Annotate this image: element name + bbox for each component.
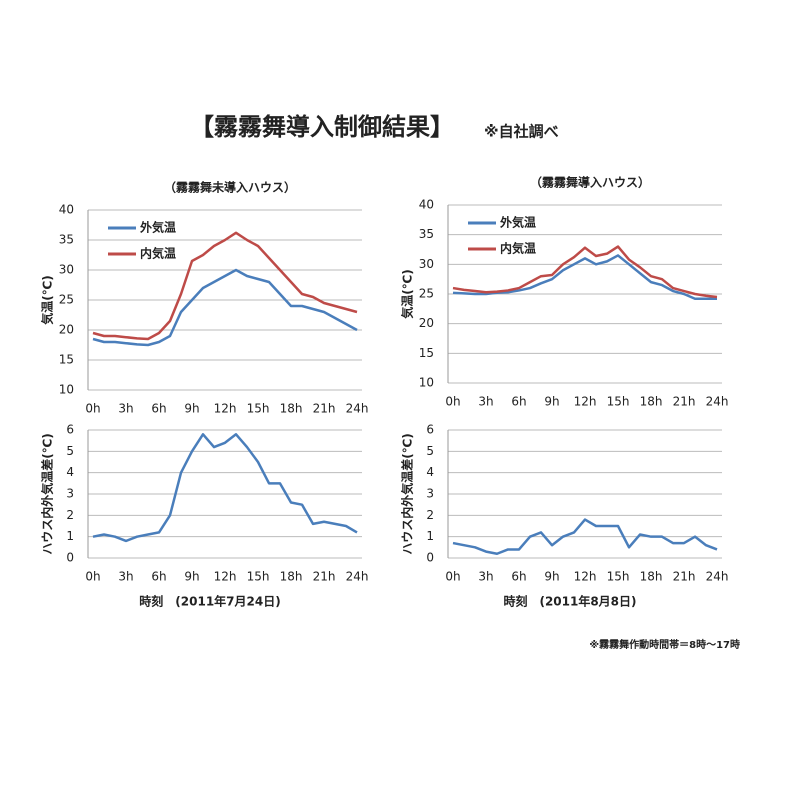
legend-label: 外気温: [500, 215, 536, 230]
y-tick-label: 20: [419, 316, 434, 330]
x-tick-label: 24h: [706, 395, 729, 409]
y-tick-label: 30: [59, 263, 74, 277]
x-tick-label: 9h: [184, 402, 199, 416]
y-tick-label: 40: [59, 203, 74, 217]
x-tick-label: 15h: [607, 395, 630, 409]
x-tick-label: 3h: [478, 395, 493, 409]
x-tick-label: 12h: [574, 395, 597, 409]
x-tick-label: 12h: [214, 570, 237, 584]
y-tick-label: 35: [59, 233, 74, 247]
y-tick-label: 3: [66, 487, 74, 501]
chart-title: （霧霧舞未導入ハウス）: [164, 180, 296, 195]
y-tick-label: 6: [66, 423, 74, 437]
y-tick-label: 5: [66, 444, 74, 458]
y-tick-label: 5: [426, 444, 434, 458]
x-tick-label: 12h: [574, 570, 597, 584]
series-line: [92, 268, 358, 347]
x-tick-label: 6h: [511, 395, 526, 409]
series-line: [92, 433, 358, 543]
x-tick-label: 15h: [607, 570, 630, 584]
y-axis-label: ハウス内外気温差(℃): [40, 433, 55, 555]
x-axis-label: 時刻 (2011年7月24日): [139, 594, 280, 609]
y-axis-label: 気温(℃): [40, 275, 55, 325]
x-tick-label: 24h: [346, 570, 369, 584]
y-tick-label: 1: [426, 529, 434, 543]
legend-label: 内気温: [140, 246, 176, 261]
y-tick-label: 2: [66, 508, 74, 522]
x-tick-label: 21h: [313, 570, 336, 584]
x-tick-label: 0h: [85, 570, 100, 584]
x-tick-label: 0h: [445, 395, 460, 409]
x-tick-label: 3h: [118, 570, 133, 584]
y-tick-label: 6: [426, 423, 434, 437]
y-tick-label: 0: [66, 551, 74, 565]
x-tick-label: 18h: [640, 570, 663, 584]
x-tick-label: 18h: [280, 402, 303, 416]
x-axis-label: 時刻 (2011年8月8日): [503, 594, 636, 609]
y-tick-label: 4: [426, 465, 434, 479]
legend-label: 外気温: [140, 220, 176, 235]
x-tick-label: 3h: [118, 402, 133, 416]
series-line: [452, 518, 718, 555]
x-tick-label: 6h: [151, 402, 166, 416]
y-tick-label: 25: [59, 293, 74, 307]
y-tick-label: 35: [419, 227, 434, 241]
x-tick-label: 18h: [640, 395, 663, 409]
y-tick-label: 15: [59, 353, 74, 367]
y-tick-label: 30: [419, 257, 434, 271]
y-axis-label: 気温(℃): [400, 269, 415, 319]
y-axis-label: ハウス内外気温差(℃): [400, 433, 415, 555]
x-tick-label: 3h: [478, 570, 493, 584]
x-tick-label: 21h: [673, 570, 696, 584]
y-tick-label: 40: [419, 198, 434, 212]
x-tick-label: 6h: [511, 570, 526, 584]
y-tick-label: 25: [419, 287, 434, 301]
page-title: 【霧霧舞導入制御結果】: [190, 113, 454, 141]
page-subtitle: ※自社調べ: [484, 123, 559, 141]
x-tick-label: 21h: [673, 395, 696, 409]
y-tick-label: 3: [426, 487, 434, 501]
y-tick-label: 10: [59, 383, 74, 397]
x-tick-label: 0h: [445, 570, 460, 584]
series-line: [92, 231, 358, 341]
x-tick-label: 15h: [247, 402, 270, 416]
x-tick-label: 15h: [247, 570, 270, 584]
x-tick-label: 9h: [544, 395, 559, 409]
chart-title: （霧霧舞導入ハウス）: [530, 175, 650, 190]
y-tick-label: 15: [419, 346, 434, 360]
x-tick-label: 18h: [280, 570, 303, 584]
y-tick-label: 2: [426, 508, 434, 522]
y-tick-label: 20: [59, 323, 74, 337]
x-tick-label: 24h: [346, 402, 369, 416]
y-tick-label: 0: [426, 551, 434, 565]
y-tick-label: 10: [419, 376, 434, 390]
y-tick-label: 4: [66, 465, 74, 479]
footnote: ※霧霧舞作動時間帯＝8時～17時: [589, 638, 740, 651]
x-tick-label: 21h: [313, 402, 336, 416]
x-tick-label: 6h: [151, 570, 166, 584]
x-tick-label: 0h: [85, 402, 100, 416]
legend-label: 内気温: [500, 241, 536, 256]
y-tick-label: 1: [66, 529, 74, 543]
x-tick-label: 24h: [706, 570, 729, 584]
series-line: [452, 245, 718, 299]
x-tick-label: 9h: [184, 570, 199, 584]
x-tick-label: 12h: [214, 402, 237, 416]
x-tick-label: 9h: [544, 570, 559, 584]
